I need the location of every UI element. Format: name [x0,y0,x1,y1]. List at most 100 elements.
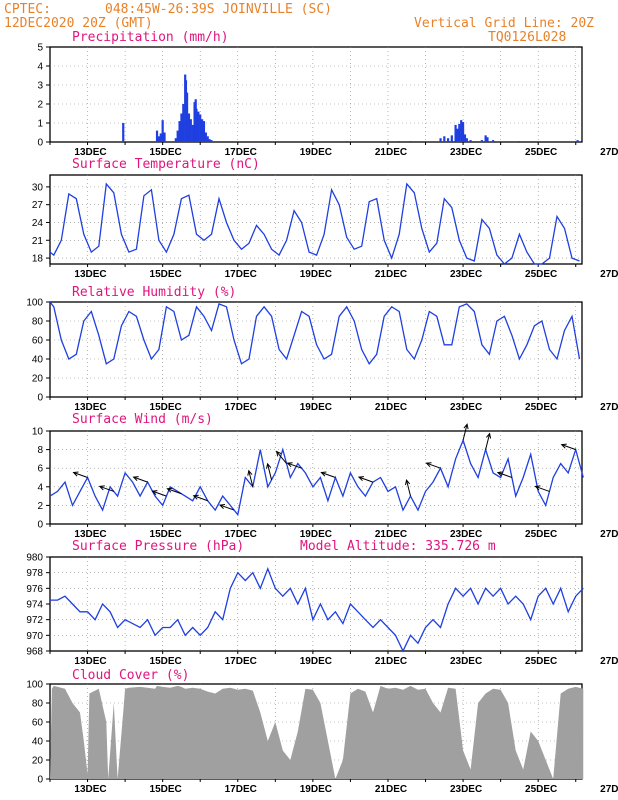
cloud-title: Cloud Cover (%) [72,668,189,683]
pressure-series-line [50,566,584,653]
precip-bar [122,123,125,142]
precip-xtick-label: 13DEC [74,147,106,158]
precip-bar [189,119,192,142]
pressure-xtick-label: 15DEC [150,656,182,667]
rh-xtick-label: 19DEC [300,402,332,413]
cloud-ytick-label: 80 [32,699,44,710]
precip-bar [180,113,183,142]
temp-ytick-label: 21 [32,236,44,247]
wind-arrow-head [425,462,432,468]
wind-arrow-head [357,476,364,482]
wind-arrow-head [534,485,541,491]
wind-arrow [561,444,576,451]
pressure-xtick-label: 21DEC [375,656,407,667]
precip-ytick-label: 1 [37,119,43,130]
wind-ytick-label: 8 [37,445,43,456]
precip-bar [200,119,204,142]
rh-ytick-label: 60 [32,336,44,347]
header-grid-note: Vertical Grid Line: 20Z [414,16,594,31]
precip-bar [345,141,348,142]
cloud-ytick-label: 40 [32,737,44,748]
precip-bar [184,80,188,142]
precip-bar [446,138,450,142]
precip-bar [454,124,457,142]
cloud-xtick-label: 17DEC [225,784,257,795]
rh-ytick-label: 20 [32,374,44,385]
pressure-xtick-label: 19DEC [300,656,332,667]
wind-xtick-label: 23DEC [450,529,482,540]
rh-xtick-label: 27DEC [600,402,618,413]
rh-ytick-label: 40 [32,355,44,366]
wind-ytick-label: 2 [37,501,43,512]
rh-xtick-label: 23DEC [450,402,482,413]
precip-bar [208,139,211,142]
pressure-xtick-label: 25DEC [525,656,557,667]
wind-arrow [73,472,88,478]
wind-arrow [167,488,182,495]
temp-title: Surface Temperature (nC) [72,157,260,172]
pressure-ytick-label: 978 [26,568,43,579]
header-source: CPTEC: [4,2,51,17]
wind-arrow-head [320,471,327,477]
cloud-xtick-label: 13DEC [74,784,106,795]
precip-bar [439,138,442,142]
pressure-xtick-label: 23DEC [450,656,482,667]
wind-arrow [426,462,441,469]
precip-bar [185,92,189,142]
rh-xtick-label: 13DEC [74,402,106,413]
wind-arrow [133,476,148,483]
rh-xtick-label: 17DEC [225,402,257,413]
temp-ytick-label: 30 [32,182,44,193]
precip-bar [443,136,446,142]
wind-ytick-label: 4 [37,482,43,493]
rh-xtick-label: 25DEC [525,402,557,413]
wind-arrow-head [98,485,105,491]
precip-bar [197,111,200,142]
pressure-xtick-label: 27DEC [600,656,618,667]
cloud-area [50,685,584,779]
cloud-ytick-label: 60 [32,718,44,729]
pressure-ytick-label: 968 [26,647,43,658]
precip-bar [199,114,202,142]
wind-arrow [99,485,115,492]
temp-xtick-label: 13DEC [74,269,106,280]
precip-bar [463,134,467,142]
precip-bar [187,113,191,142]
precip-bar [461,122,465,142]
precip-bar [157,136,161,142]
precip-bar [202,121,206,142]
pressure-ytick-label: 980 [26,553,43,564]
temp-ytick-label: 18 [32,254,44,265]
temp-ytick-label: 24 [32,218,44,229]
wind-arrow [276,451,287,464]
precip-bar [450,135,453,142]
temp-xtick-label: 27DEC [600,269,618,280]
wind-xtick-label: 27DEC [600,529,618,540]
precip-bar [174,138,177,142]
temp-xtick-label: 15DEC [150,269,182,280]
wind-arrow-head [405,478,411,486]
precip-bar [155,130,159,142]
wind-arrow-head [166,487,173,493]
rh-xtick-label: 21DEC [375,402,407,413]
precip-ytick-label: 5 [37,43,43,54]
precip-xtick-label: 17DEC [225,147,257,158]
precip-ytick-label: 4 [37,62,43,73]
wind-ytick-label: 6 [37,464,43,475]
precip-xtick-label: 25DEC [525,147,557,158]
precip-bar [480,140,483,142]
rh-series-line [49,301,581,365]
pressure-xtick-label: 13DEC [74,656,106,667]
precip-bar [210,140,213,142]
wind-arrow-head [275,450,282,457]
precip-bar [456,128,459,142]
cloud-ytick-label: 20 [32,756,44,767]
rh-ytick-label: 0 [37,393,43,404]
cloud-xtick-label: 27DEC [600,784,618,795]
wind-arrow-head [560,443,567,449]
precip-bar [486,137,489,142]
precip-ytick-label: 0 [37,138,43,149]
precip-bar [398,141,401,142]
wind-ytick-label: 0 [37,520,43,531]
